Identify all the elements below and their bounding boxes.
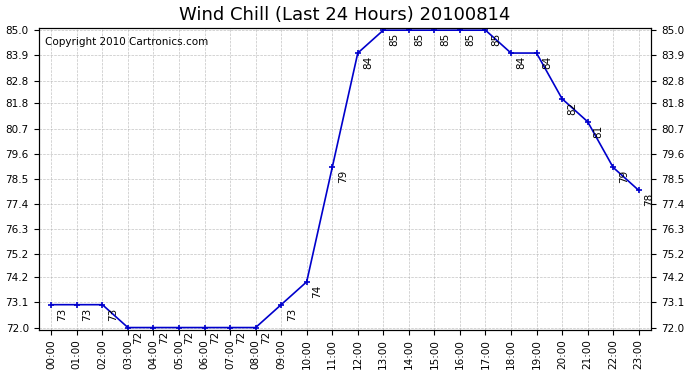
Title: Wind Chill (Last 24 Hours) 20100814: Wind Chill (Last 24 Hours) 20100814 bbox=[179, 6, 511, 24]
Text: 81: 81 bbox=[593, 124, 603, 138]
Text: 73: 73 bbox=[287, 308, 297, 321]
Text: 85: 85 bbox=[389, 33, 399, 46]
Text: 79: 79 bbox=[338, 170, 348, 183]
Text: 72: 72 bbox=[159, 330, 169, 344]
Text: 84: 84 bbox=[542, 56, 552, 69]
Text: 85: 85 bbox=[440, 33, 450, 46]
Text: 73: 73 bbox=[57, 308, 67, 321]
Text: Copyright 2010 Cartronics.com: Copyright 2010 Cartronics.com bbox=[45, 37, 208, 47]
Text: 73: 73 bbox=[82, 308, 92, 321]
Text: 73: 73 bbox=[108, 308, 118, 321]
Text: 72: 72 bbox=[210, 330, 220, 344]
Text: 84: 84 bbox=[364, 56, 373, 69]
Text: 72: 72 bbox=[235, 330, 246, 344]
Text: 72: 72 bbox=[262, 330, 271, 344]
Text: 85: 85 bbox=[466, 33, 475, 46]
Text: 72: 72 bbox=[184, 330, 195, 344]
Text: 84: 84 bbox=[517, 56, 526, 69]
Text: 72: 72 bbox=[133, 330, 144, 344]
Text: 74: 74 bbox=[313, 285, 322, 298]
Text: 78: 78 bbox=[644, 193, 654, 206]
Text: 82: 82 bbox=[568, 102, 578, 115]
Text: 85: 85 bbox=[415, 33, 424, 46]
Text: 85: 85 bbox=[491, 33, 501, 46]
Text: 79: 79 bbox=[619, 170, 629, 183]
